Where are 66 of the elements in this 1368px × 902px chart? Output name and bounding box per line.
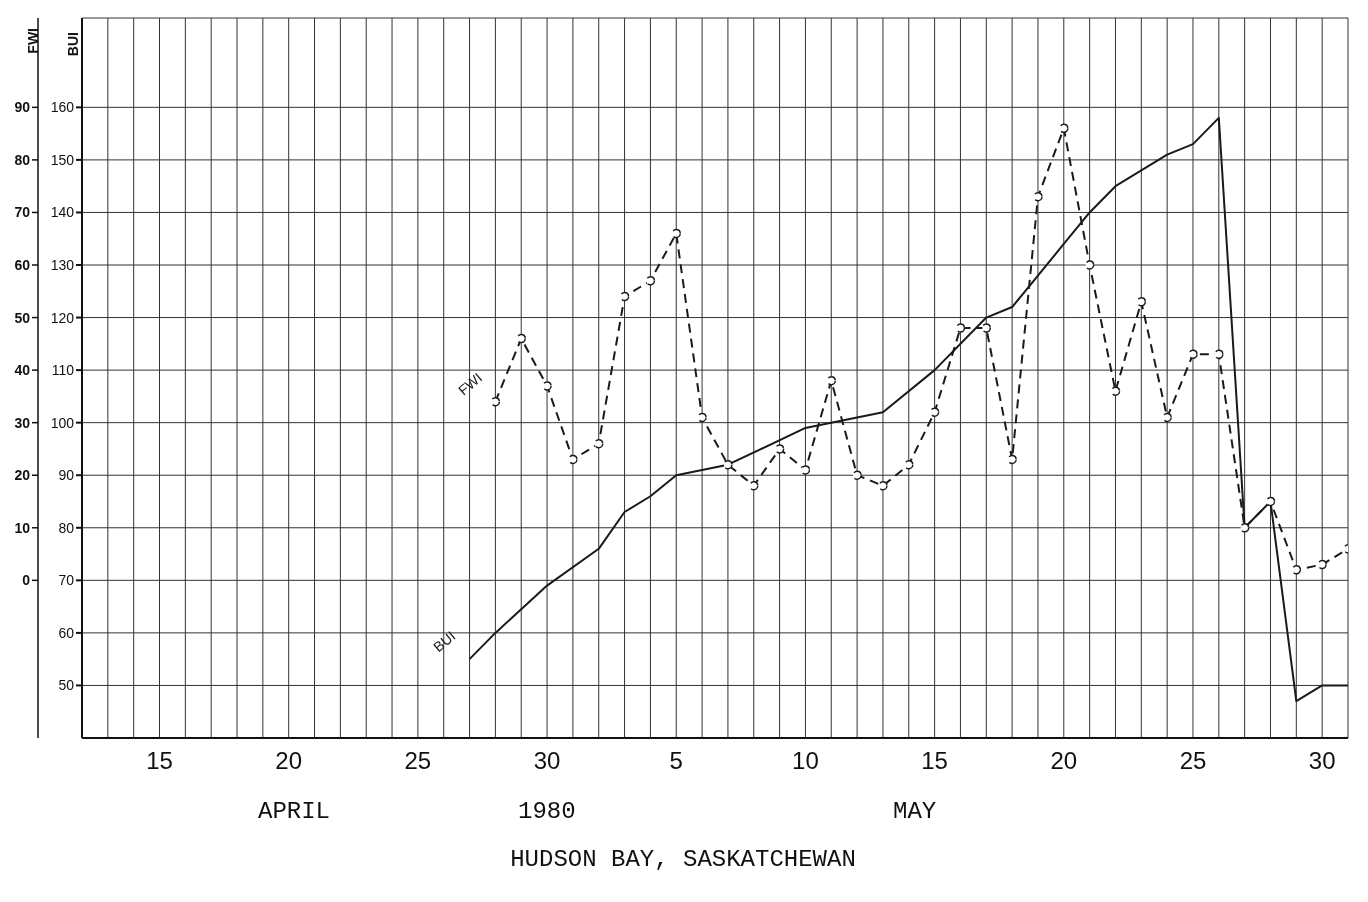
y2-tick-label: 90 bbox=[14, 99, 31, 116]
point bbox=[1007, 454, 1017, 465]
y2-tick-label: 80 bbox=[14, 151, 31, 168]
point bbox=[1239, 523, 1250, 533]
point bbox=[568, 454, 578, 465]
y-tick-label: 150 bbox=[50, 151, 75, 168]
y-tick-label: 120 bbox=[50, 309, 75, 326]
y-tick-label: 80 bbox=[58, 519, 75, 536]
x-axis-title: HUDSON BAY, SASKATCHEWAN bbox=[509, 846, 857, 873]
point bbox=[1033, 191, 1043, 202]
point bbox=[1084, 260, 1095, 270]
point bbox=[904, 459, 914, 470]
y-axis-title: BUI bbox=[64, 32, 81, 57]
point bbox=[516, 333, 526, 344]
point bbox=[723, 459, 733, 470]
y-tick-label: 50 bbox=[58, 677, 75, 694]
x-tick-label: 15 bbox=[146, 747, 173, 775]
y-tick-label: 110 bbox=[51, 362, 75, 379]
point bbox=[749, 480, 759, 491]
y2-tick-label: 10 bbox=[14, 519, 31, 536]
point bbox=[1317, 559, 1327, 570]
y-tick-label: 160 bbox=[50, 99, 75, 116]
x-tick-label: 30 bbox=[1308, 747, 1336, 775]
point bbox=[1136, 297, 1147, 307]
x-tick-label: 10 bbox=[792, 747, 819, 775]
point bbox=[697, 412, 707, 423]
point bbox=[671, 228, 681, 239]
x-tick-label: 25 bbox=[404, 747, 432, 775]
y2-tick-label: 30 bbox=[14, 414, 31, 431]
point bbox=[1059, 123, 1069, 134]
point bbox=[490, 396, 501, 407]
point bbox=[645, 276, 656, 286]
point bbox=[981, 323, 992, 333]
y2-tick-label: 0 bbox=[22, 572, 31, 589]
x-tick-label: 30 bbox=[533, 747, 561, 775]
text: MAY bbox=[893, 798, 937, 825]
text: APRIL bbox=[258, 798, 331, 825]
y2-tick-label: 40 bbox=[14, 362, 31, 379]
point bbox=[826, 375, 837, 386]
y2-tick-label: 60 bbox=[14, 256, 31, 273]
y2-axis-title: FWI bbox=[24, 28, 41, 54]
y2-tick-label: 50 bbox=[14, 309, 31, 326]
x-tick-label: 25 bbox=[1179, 747, 1207, 775]
point bbox=[542, 381, 552, 391]
y-tick-label: 130 bbox=[50, 256, 75, 273]
y2-tick-label: 70 bbox=[14, 204, 31, 221]
point bbox=[1291, 565, 1302, 575]
x-tick-label: 15 bbox=[921, 747, 948, 775]
point bbox=[1188, 349, 1198, 360]
point bbox=[852, 470, 862, 480]
y-tick-label: 90 bbox=[58, 467, 75, 484]
x-tick-label: 5 bbox=[669, 747, 683, 775]
point bbox=[1214, 349, 1224, 360]
point bbox=[1162, 412, 1172, 423]
y2-tick-label: 20 bbox=[14, 467, 31, 484]
point bbox=[800, 465, 811, 475]
y-tick-label: 140 bbox=[50, 204, 75, 221]
y-tick-label: 100 bbox=[50, 414, 75, 431]
x-tick-label: 20 bbox=[1050, 747, 1078, 775]
y-tick-label: 70 bbox=[58, 572, 75, 589]
point bbox=[878, 480, 888, 491]
text: FWI bbox=[455, 369, 486, 399]
y-tick-label: 60 bbox=[58, 624, 75, 641]
text: BUI bbox=[430, 627, 459, 655]
text: 1980 bbox=[518, 798, 576, 825]
x-tick-label: 20 bbox=[275, 747, 303, 775]
